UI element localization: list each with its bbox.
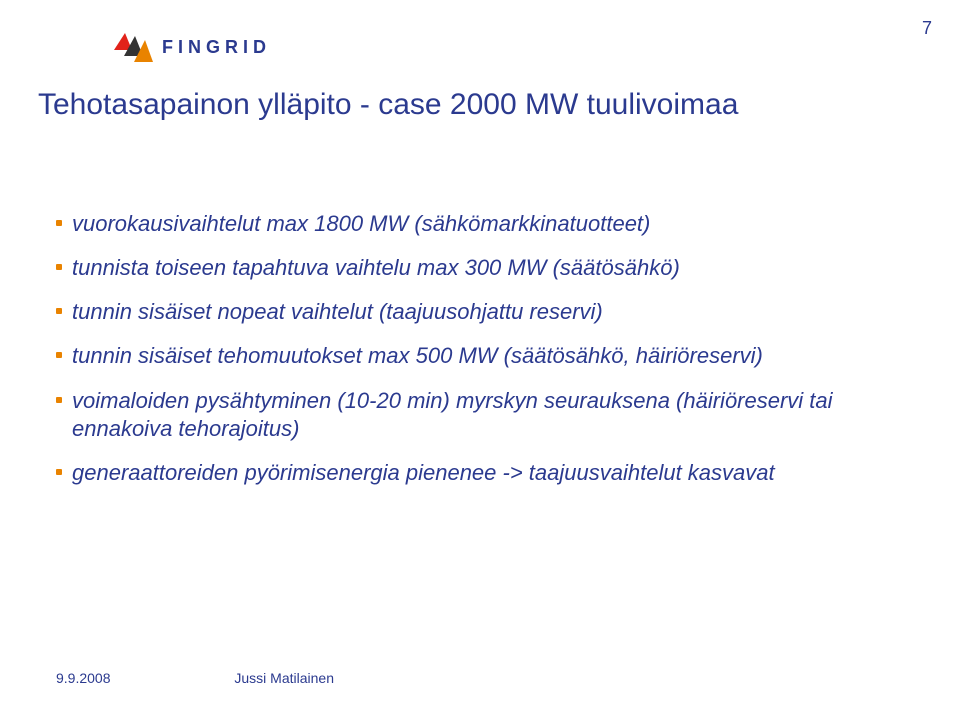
logo-text: FINGRID [162,37,271,58]
list-item: voimaloiden pysähtyminen (10-20 min) myr… [56,387,920,443]
logo: FINGRID [110,30,271,64]
bullet-icon [56,264,62,270]
bullet-icon [56,469,62,475]
bullet-text: generaattoreiden pyörimisenergia pienene… [72,459,775,487]
bullet-icon [56,397,62,403]
footer: 9.9.2008 Jussi Matilainen [56,670,334,686]
list-item: tunnista toiseen tapahtuva vaihtelu max … [56,254,920,282]
page-number: 7 [922,18,932,39]
list-item: tunnin sisäiset nopeat vaihtelut (taajuu… [56,298,920,326]
bullet-icon [56,308,62,314]
bullet-text: tunnin sisäiset nopeat vaihtelut (taajuu… [72,298,603,326]
bullet-text: tunnin sisäiset tehomuutokset max 500 MW… [72,342,763,370]
footer-date: 9.9.2008 [56,670,111,686]
bullet-text: voimaloiden pysähtyminen (10-20 min) myr… [72,387,920,443]
page-title: Tehotasapainon ylläpito - case 2000 MW t… [38,88,738,122]
list-item: vuorokausivaihtelut max 1800 MW (sähköma… [56,210,920,238]
bullet-list: vuorokausivaihtelut max 1800 MW (sähköma… [56,210,920,503]
list-item: generaattoreiden pyörimisenergia pienene… [56,459,920,487]
bullet-icon [56,220,62,226]
footer-author: Jussi Matilainen [234,670,334,686]
logo-mark-icon [110,30,154,64]
bullet-text: tunnista toiseen tapahtuva vaihtelu max … [72,254,680,282]
bullet-icon [56,352,62,358]
bullet-text: vuorokausivaihtelut max 1800 MW (sähköma… [72,210,650,238]
list-item: tunnin sisäiset tehomuutokset max 500 MW… [56,342,920,370]
